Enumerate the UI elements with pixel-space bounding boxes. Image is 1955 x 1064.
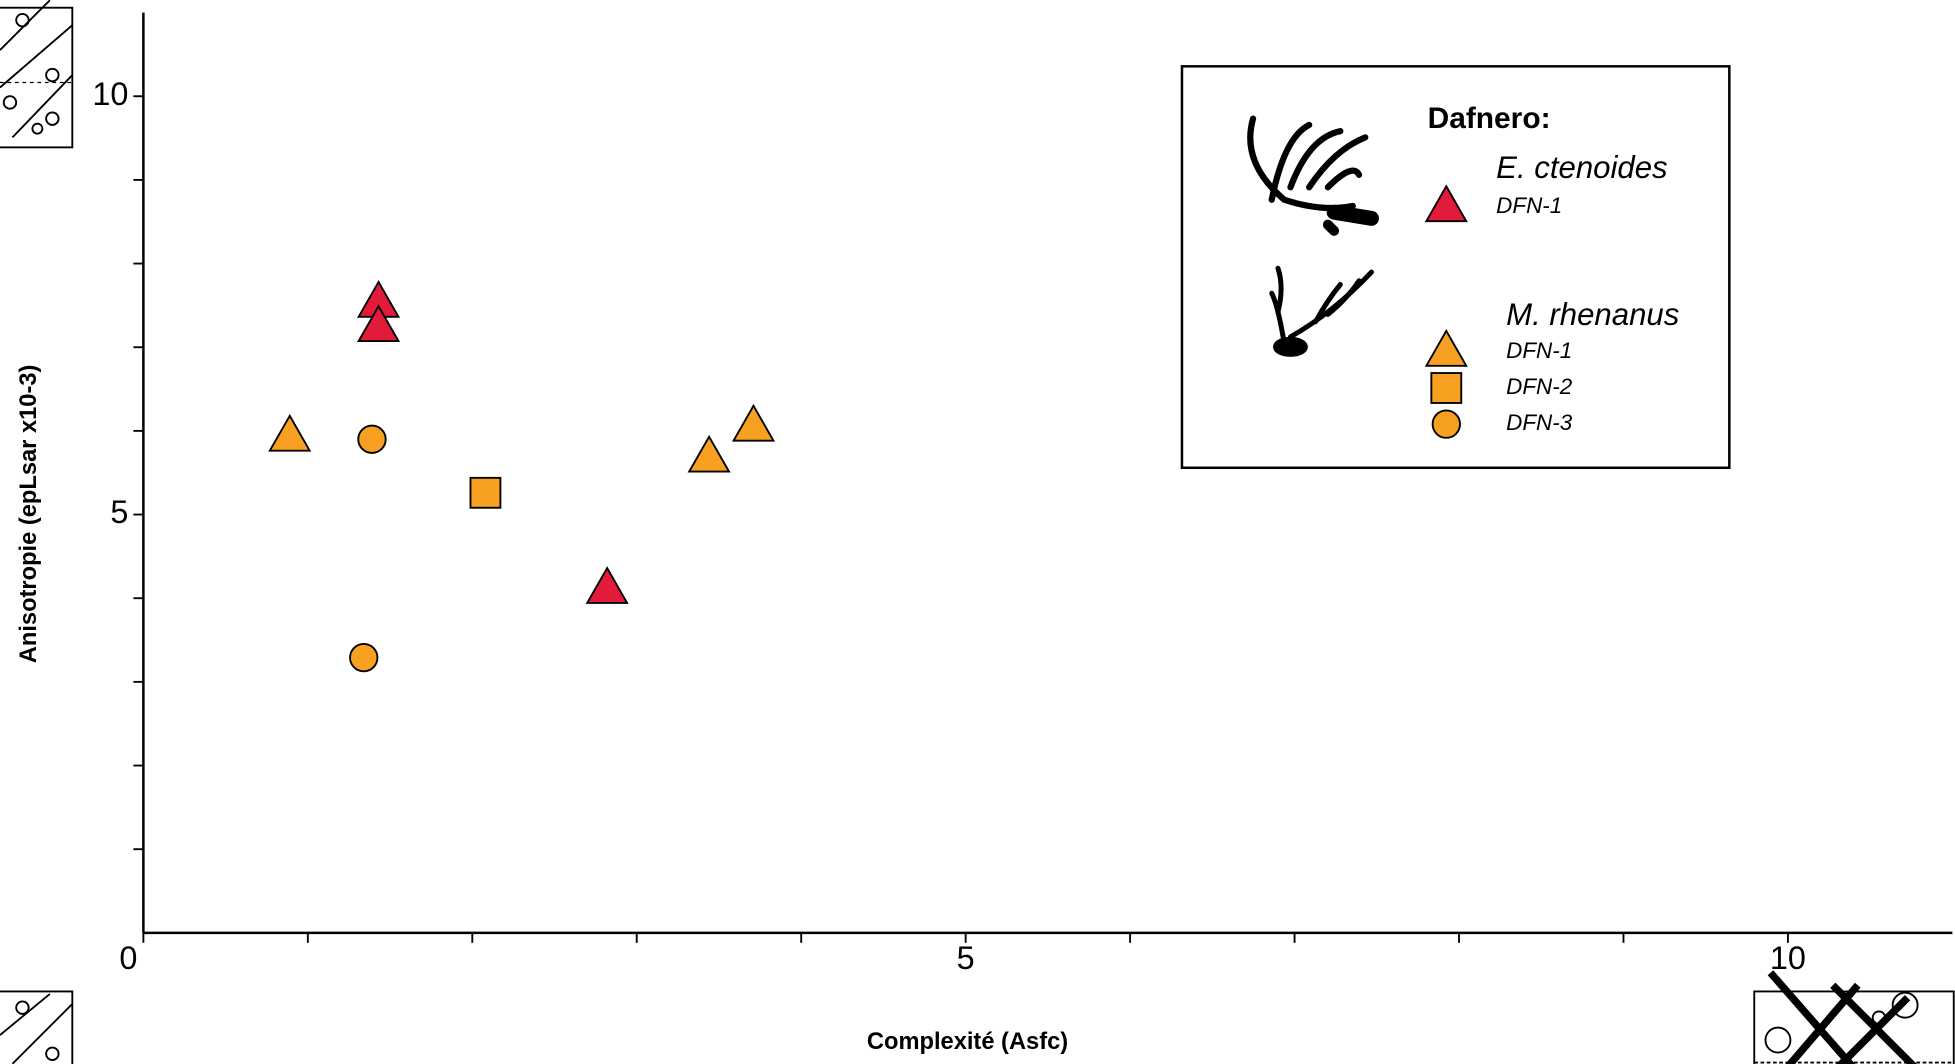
- legend-group: E. ctenoides: [1496, 150, 1667, 185]
- legend-label: DFN-1: [1506, 338, 1572, 363]
- point: [356, 304, 401, 343]
- legend-label: DFN-1: [1496, 193, 1562, 218]
- y-axis-title: Anisotropie (epLsar x10-3): [16, 365, 42, 664]
- antler-icon: [1247, 115, 1379, 236]
- legend-group: M. rhenanus: [1506, 297, 1679, 332]
- antler-icon: [1269, 265, 1374, 357]
- point: [585, 566, 629, 604]
- corner-icon: [1753, 970, 1955, 1064]
- point: [687, 434, 731, 473]
- x-axis-title: Complexité (Asfc): [867, 1029, 1068, 1055]
- legend-symbol: [1424, 329, 1468, 367]
- legend-symbol: [1431, 409, 1461, 439]
- y-tick-label: 5: [110, 494, 128, 530]
- legend-symbol: [1424, 184, 1468, 223]
- legend-title: Dafnero:: [1428, 102, 1551, 135]
- legend-label: DFN-2: [1506, 374, 1573, 399]
- corner-icon: [0, 990, 74, 1064]
- point: [731, 403, 776, 442]
- x-tick-label: 10: [1770, 940, 1806, 976]
- legend-label: DFN-3: [1506, 410, 1573, 435]
- point: [349, 642, 379, 673]
- y-tick-label: 10: [92, 76, 128, 112]
- point: [268, 413, 312, 452]
- point: [357, 424, 387, 454]
- x-tick-label: 0: [119, 940, 137, 976]
- legend-symbol: [1430, 372, 1463, 404]
- point: [469, 476, 502, 509]
- corner-icon: [0, 0, 74, 149]
- x-tick-label: 5: [957, 940, 975, 976]
